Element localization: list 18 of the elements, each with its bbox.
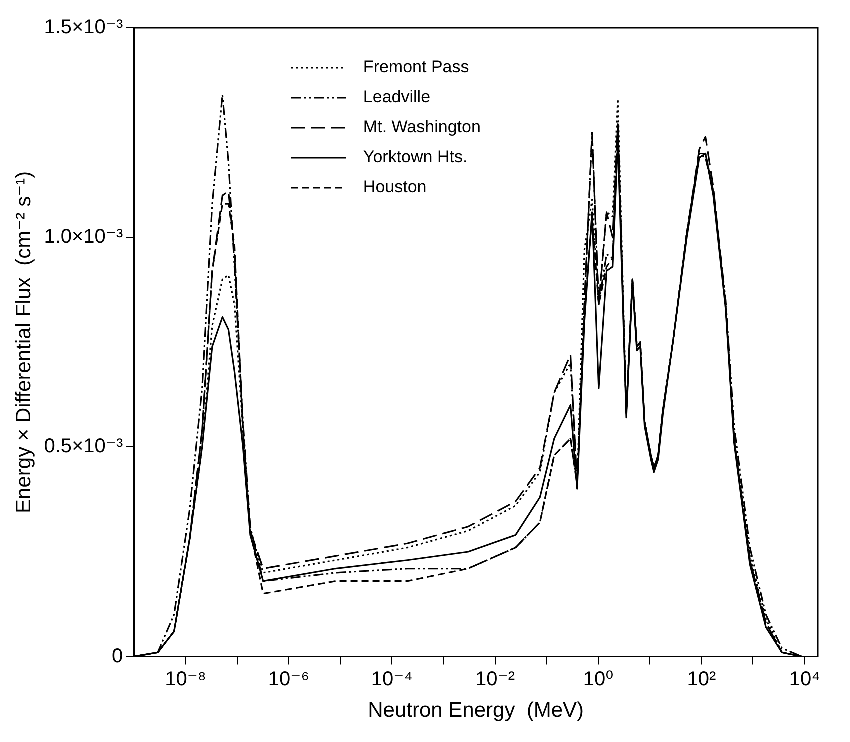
x-tick-label: 10⁻⁸ — [165, 668, 206, 690]
y-tick-label: 0 — [112, 645, 124, 668]
x-tick-label: 10⁻⁶ — [268, 668, 310, 690]
x-tick-label: 10² — [687, 668, 716, 690]
x-tick-label: 10⁻⁴ — [371, 668, 413, 690]
x-tick-label: 10⁻² — [476, 668, 516, 690]
legend-label: Fremont Pass — [363, 58, 470, 77]
legend-label: Mt. Washington — [363, 118, 481, 137]
x-axis-title: Neutron Energy (MeV) — [368, 699, 584, 722]
y-tick-label: 1.0×10⁻³ — [44, 226, 124, 248]
legend-label: Yorktown Hts. — [363, 148, 468, 167]
legend-label: Leadville — [363, 88, 431, 107]
x-tick-label: 10⁴ — [789, 668, 820, 690]
y-axis-title: Energy × Differential Flux (cm⁻² s⁻¹) — [12, 171, 36, 514]
y-tick-label: 1.5×10⁻³ — [44, 16, 124, 39]
y-tick-label: 0.5×10⁻³ — [44, 436, 124, 458]
x-tick-label: 10⁰ — [583, 668, 614, 690]
legend-label: Houston — [363, 178, 427, 197]
